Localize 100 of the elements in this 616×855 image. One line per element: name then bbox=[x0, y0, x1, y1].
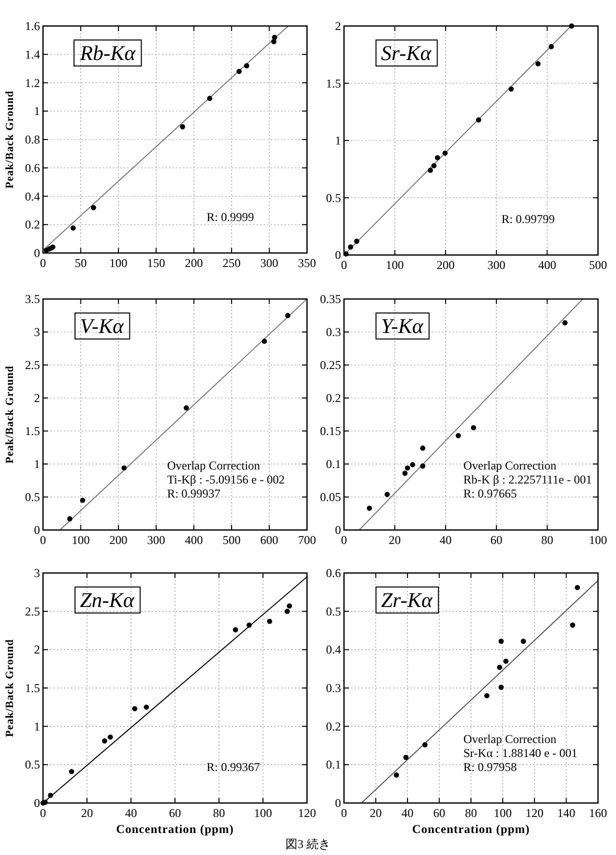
point bbox=[262, 338, 267, 344]
x-tick-label: 100 bbox=[109, 256, 128, 270]
x-tick-label: 250 bbox=[222, 256, 241, 270]
x-tick-label: 40 bbox=[402, 806, 414, 820]
point bbox=[184, 405, 189, 410]
point bbox=[562, 320, 568, 326]
point bbox=[366, 506, 372, 511]
annotation: Overlap Correction bbox=[463, 458, 556, 473]
point bbox=[496, 664, 502, 670]
x-tick-label: 200 bbox=[184, 256, 203, 270]
annotation: Overlap Correction bbox=[167, 458, 260, 473]
x-tick-label: 100 bbox=[589, 533, 607, 547]
point bbox=[431, 163, 437, 168]
x-tick-label: 60 bbox=[490, 533, 502, 547]
y-tick-label: 2 bbox=[34, 391, 40, 405]
point bbox=[434, 155, 440, 160]
y-tick-label: 1 bbox=[34, 104, 40, 118]
annotation: R: 0.97665 bbox=[463, 486, 517, 501]
point bbox=[456, 433, 461, 438]
annotation: Overlap Correction bbox=[463, 732, 556, 746]
point bbox=[69, 768, 74, 774]
point bbox=[422, 742, 428, 748]
y-tick-label: 0.2 bbox=[326, 391, 341, 405]
text: Rb-Kα bbox=[79, 41, 136, 65]
y-tick-label: 2.5 bbox=[25, 358, 40, 372]
point bbox=[246, 622, 252, 628]
y-tick-label: 0.3 bbox=[326, 325, 341, 339]
y-tick-label: 0 bbox=[34, 246, 40, 260]
x-tick-label: 100 bbox=[72, 533, 90, 547]
point bbox=[484, 693, 490, 698]
x-tick-label: 80 bbox=[213, 806, 225, 820]
x-tick-label: 700 bbox=[298, 533, 316, 547]
x-tick-label: 100 bbox=[386, 258, 404, 272]
y-tick-label: 0.1 bbox=[326, 758, 341, 772]
x-tick-label: 80 bbox=[465, 806, 477, 820]
y-tick-label: 0.5 bbox=[326, 190, 341, 205]
text: 図3 続き bbox=[286, 837, 330, 851]
y-tick-label: 0 bbox=[34, 796, 40, 810]
point bbox=[420, 463, 426, 469]
point bbox=[442, 150, 448, 156]
point bbox=[384, 492, 390, 497]
annotation: R: 0.97958 bbox=[463, 760, 517, 774]
point bbox=[420, 446, 426, 451]
y-tick-label: 1 bbox=[34, 457, 40, 471]
x-tick-label: 350 bbox=[298, 256, 316, 270]
x-tick-label: 120 bbox=[526, 806, 544, 820]
y-tick-label: 0.1 bbox=[326, 457, 341, 471]
point bbox=[476, 117, 482, 122]
point bbox=[498, 684, 504, 690]
point bbox=[570, 622, 576, 628]
annotation: Sr-Kα : 1.88140 e - 001 bbox=[463, 746, 578, 760]
point bbox=[535, 61, 541, 66]
x-tick-label: 50 bbox=[74, 256, 87, 270]
point bbox=[428, 168, 433, 173]
annotation: Rb-K β : 2.2257111e - 001 bbox=[463, 472, 592, 487]
y-tick-label: 0.5 bbox=[326, 604, 341, 618]
point bbox=[90, 205, 96, 210]
x-tick-label: 60 bbox=[169, 806, 181, 820]
point bbox=[498, 638, 504, 644]
y-tick-label: 0.5 bbox=[25, 758, 40, 772]
y-tick-label: 1.5 bbox=[326, 76, 341, 90]
y-tick-label: 0.5 bbox=[25, 490, 40, 504]
x-tick-label: 400 bbox=[184, 533, 203, 547]
y-tick-label: 0.35 bbox=[320, 292, 341, 306]
y-axis-title: Peak/Back Ground bbox=[4, 639, 16, 737]
y-tick-label: 3.5 bbox=[25, 292, 40, 306]
x-tick-label: 600 bbox=[260, 533, 278, 547]
y-tick-label: 1.5 bbox=[25, 681, 40, 695]
y-axis-title: Peak/Back Ground bbox=[4, 366, 16, 464]
y-tick-label: 0.6 bbox=[25, 160, 40, 175]
y-tick-label: 1 bbox=[335, 134, 341, 148]
x-tick-label: 40 bbox=[440, 533, 452, 547]
point bbox=[404, 465, 410, 471]
point bbox=[354, 238, 360, 244]
y-tick-label: 0.6 bbox=[326, 566, 341, 580]
text: Zn-Kα bbox=[80, 588, 136, 612]
x-tick-label: 60 bbox=[433, 806, 446, 820]
annotation: R: 0.99799 bbox=[501, 212, 555, 226]
point bbox=[70, 225, 76, 231]
x-axis-title: Concentration (ppm) bbox=[412, 822, 530, 836]
y-tick-label: 2 bbox=[335, 19, 341, 33]
annotation: R: 0.99367 bbox=[206, 760, 260, 774]
y-tick-label: 2.5 bbox=[25, 604, 40, 618]
point bbox=[272, 34, 278, 40]
annotation: R: 0.9999 bbox=[206, 210, 254, 224]
point bbox=[548, 44, 554, 50]
y-tick-label: 0 bbox=[335, 523, 341, 537]
point bbox=[67, 516, 72, 522]
point bbox=[410, 462, 416, 468]
y-tick-label: 0 bbox=[335, 796, 341, 810]
x-tick-label: 500 bbox=[589, 258, 607, 272]
point bbox=[348, 244, 354, 250]
point bbox=[144, 704, 149, 710]
x-tick-label: 200 bbox=[109, 533, 128, 547]
point bbox=[574, 584, 580, 590]
x-tick-label: 160 bbox=[589, 806, 607, 820]
y-tick-label: 1.4 bbox=[25, 47, 40, 62]
point bbox=[108, 734, 113, 740]
y-tick-label: 3 bbox=[34, 325, 40, 339]
annotation: Ti-Kβ : -5.09156 e - 002 bbox=[167, 472, 285, 487]
